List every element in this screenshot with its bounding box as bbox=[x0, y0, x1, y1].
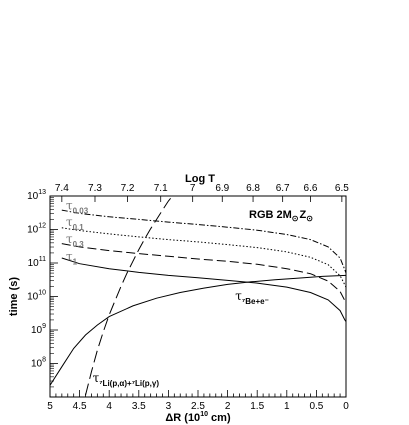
annotation-mid: Z bbox=[299, 209, 306, 221]
label-tau1-tau: τ bbox=[66, 249, 73, 263]
curve-tauLi bbox=[85, 196, 173, 396]
y-tick-base: 10 bbox=[31, 359, 43, 370]
label-tau03-tau: τ bbox=[66, 232, 73, 246]
label-tau01: τ0.1 bbox=[66, 215, 84, 232]
label-tau03-sub: 0.3 bbox=[73, 240, 85, 249]
label-tau01-sub: 0.1 bbox=[73, 223, 85, 232]
y-tick-exponent: 8 bbox=[42, 357, 46, 364]
label-tau003-sub: 0.03 bbox=[73, 206, 89, 215]
top-tick-label: 6.7 bbox=[276, 183, 290, 194]
top-tick-label: 7.3 bbox=[88, 183, 102, 194]
top-tick-label: 7.4 bbox=[55, 183, 69, 194]
label-tauLi: τ⁷Li(p,α)+⁷Li(p,γ) bbox=[93, 371, 160, 388]
plot-frame bbox=[49, 195, 347, 398]
y-tick-exponent: 13 bbox=[38, 189, 46, 196]
label-tau003-tau: τ bbox=[66, 198, 73, 212]
label-tau01-tau: τ bbox=[66, 215, 73, 229]
y-tick-label: 109 bbox=[31, 323, 46, 336]
y-tick-exponent: 10 bbox=[38, 290, 46, 297]
y-tick-exponent: 11 bbox=[39, 256, 46, 263]
x-axis-title-tail: cm) bbox=[208, 412, 231, 424]
x-tick-label: 4.5 bbox=[73, 401, 87, 412]
y-tick-label: 1010 bbox=[27, 290, 46, 303]
x-tick-label: 3.5 bbox=[132, 401, 146, 412]
curve-tau01 bbox=[61, 227, 346, 288]
x-axis-title-exponent: 10 bbox=[200, 411, 208, 418]
curve-tau1 bbox=[61, 257, 346, 322]
label-tau1-sub: 1 bbox=[73, 257, 78, 266]
x-axis-title: ΔR (1010 cm) bbox=[165, 411, 231, 424]
annotation-sub1: ⊙ bbox=[292, 214, 299, 223]
chart-annotation: RGB 2M⊙Z⊙ bbox=[249, 209, 313, 223]
x-tick-label: 2.5 bbox=[191, 401, 205, 412]
top-axis-title: Log T bbox=[185, 173, 215, 185]
top-tick-label: 6.6 bbox=[304, 183, 318, 194]
y-tick-base: 10 bbox=[27, 292, 39, 303]
label-tauLi-sub: ⁷Li(p,α)+⁷Li(p,γ) bbox=[99, 379, 159, 388]
top-tick-label: 7.1 bbox=[154, 183, 168, 194]
x-tick-label: 4 bbox=[106, 401, 112, 412]
x-tick-label: 0.5 bbox=[309, 401, 323, 412]
axis-ticks bbox=[49, 196, 347, 398]
label-tau003: τ0.03 bbox=[66, 198, 89, 215]
y-tick-base: 10 bbox=[27, 225, 39, 236]
labels: 5 4.5 4 3.5 3 2.5 2 1.5 1 0.5 01081091010101110121… bbox=[8, 173, 349, 424]
x-tick-label: 3 bbox=[166, 401, 172, 412]
top-tick-label: 7 bbox=[190, 183, 196, 194]
top-tick-label: 6.8 bbox=[246, 183, 260, 194]
y-tick-base: 10 bbox=[28, 258, 40, 269]
label-tau03: τ0.3 bbox=[66, 232, 84, 249]
y-tick-exponent: 12 bbox=[38, 223, 46, 230]
top-tick-label: 7.2 bbox=[121, 183, 135, 194]
y-tick-label: 108 bbox=[31, 357, 46, 370]
label-tau1: τ1 bbox=[66, 249, 78, 266]
x-tick-label: 0 bbox=[343, 401, 349, 412]
label-tauLi-tau: τ bbox=[93, 371, 100, 385]
curves bbox=[50, 196, 346, 396]
y-tick-label: 1013 bbox=[27, 189, 46, 202]
top-tick-label: 6.9 bbox=[215, 183, 229, 194]
curve-tauBe bbox=[50, 274, 346, 386]
y-tick-base: 10 bbox=[31, 325, 43, 336]
y-tick-label: 1012 bbox=[27, 223, 46, 236]
y-tick-label: 1011 bbox=[28, 256, 46, 269]
top-tick-label: 6.5 bbox=[335, 183, 349, 194]
y-tick-exponent: 9 bbox=[42, 323, 46, 330]
x-tick-label: 1.5 bbox=[250, 401, 264, 412]
x-axis-title-main: ΔR (10 bbox=[165, 412, 200, 424]
label-tauBe: τ⁷Be+e⁻ bbox=[235, 289, 269, 306]
annotation-sub2: ⊙ bbox=[306, 214, 313, 223]
annotation-main: RGB 2M bbox=[249, 209, 292, 221]
curve-tau003 bbox=[61, 209, 346, 274]
y-axis-title: time (s) bbox=[8, 277, 20, 316]
curve-tau03 bbox=[61, 243, 346, 304]
label-tauBe-tau: τ bbox=[235, 289, 242, 303]
x-tick-label: 1 bbox=[284, 401, 290, 412]
plot-border bbox=[49, 195, 347, 398]
y-tick-base: 10 bbox=[27, 191, 39, 202]
label-tauBe-sub: ⁷Be+e⁻ bbox=[242, 297, 269, 306]
x-tick-label: 2 bbox=[225, 401, 231, 412]
x-tick-label: 5 bbox=[47, 401, 53, 412]
